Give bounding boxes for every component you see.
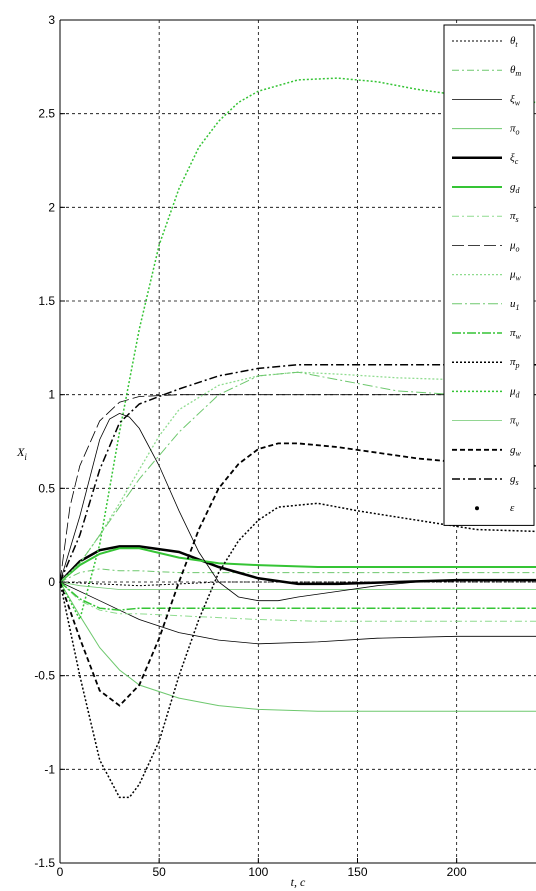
legend-label: θt <box>510 35 518 49</box>
series-line <box>59 412 536 602</box>
legend-label: μd <box>509 385 521 399</box>
series-line <box>59 581 536 590</box>
series-line <box>59 581 536 587</box>
legend-label: gs <box>510 473 519 487</box>
legend-label: πp <box>510 356 520 370</box>
legend-label: πv <box>510 415 520 429</box>
legend-label: μw <box>509 269 522 283</box>
legend: θt θm ξw πo ξc gd πs μo μw u1 πw πp μd πv gw gs ε <box>443 24 535 526</box>
x-axis-label: t, c <box>291 875 306 889</box>
legend-label: gw <box>510 444 522 458</box>
series-layer <box>59 77 536 799</box>
legend-label: πo <box>510 123 520 137</box>
y-axis-label: Xi <box>16 445 27 462</box>
series-line <box>59 371 536 583</box>
y-tick-label: 2 <box>48 200 55 214</box>
x-tick-label: 50 <box>152 865 166 879</box>
legend-label: ε <box>510 502 515 514</box>
legend-label: u1 <box>510 298 520 312</box>
legend-label: θm <box>510 64 521 78</box>
series-line <box>59 581 536 622</box>
y-tick-label: 3 <box>48 13 55 27</box>
series-line <box>59 581 536 712</box>
x-tick-label: 100 <box>248 865 268 879</box>
legend-label: ξc <box>510 152 519 166</box>
y-tick-label: -0.5 <box>34 669 55 683</box>
series-line <box>59 371 536 583</box>
x-tick-label: 200 <box>447 865 467 879</box>
legend-label: πs <box>510 210 519 224</box>
legend-marker <box>475 506 479 511</box>
y-tick-label: 2.5 <box>38 107 55 121</box>
y-tick-label: 1 <box>48 388 55 402</box>
y-tick-label: 0 <box>48 575 55 589</box>
y-tick-label: 0.5 <box>38 481 55 495</box>
series-line <box>59 545 536 586</box>
tick-labels: 0 50 100 150 200 -1.5 -1 -0.5 0 0.5 1 1.5 2 2.5 3 <box>34 13 467 879</box>
y-tick-label: 1.5 <box>38 294 55 308</box>
series-line <box>59 502 536 799</box>
legend-label: gd <box>510 181 521 195</box>
x-tick-label: 150 <box>347 865 367 879</box>
legend-label: μo <box>509 239 520 253</box>
series-line <box>59 581 536 611</box>
series-line <box>59 77 536 622</box>
x-tick-label: 0 <box>57 865 64 879</box>
legend-label: ξw <box>510 93 521 107</box>
series-line <box>59 442 536 707</box>
legend-label: πw <box>510 327 522 341</box>
axes <box>59 19 536 864</box>
y-tick-label: -1 <box>44 762 55 776</box>
y-tick-label: -1.5 <box>34 856 55 870</box>
series-line <box>59 394 536 583</box>
